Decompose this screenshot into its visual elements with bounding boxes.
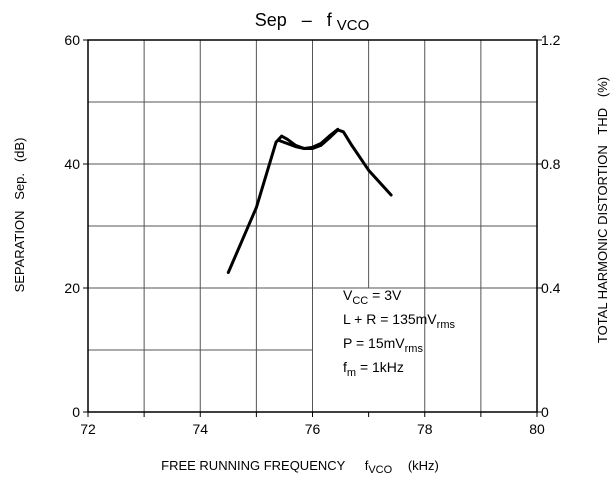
y-right-tick-label: 0 [541, 404, 549, 420]
y-right-tick-label: 0.8 [541, 156, 561, 172]
x-tick-label: 74 [192, 421, 208, 437]
annotation: VCC = 3V L + R = 135mVrms P = 15mVrms fm… [343, 287, 455, 379]
x-tick-label: 76 [305, 421, 321, 437]
chart-title-main: Sep [255, 10, 287, 30]
y-right-tick-labels: 0 0.4 0.8 1.2 [541, 32, 561, 420]
y-left-axis-label: SEPARATION Sep. (dB) [12, 138, 27, 293]
y-left-tick-label: 20 [64, 280, 80, 296]
y-left-tick-labels: 0 20 40 60 [64, 32, 80, 420]
series-line-1 [226, 128, 393, 274]
annotation-p: P = 15mVrms [343, 335, 423, 355]
chart-title: Sep – f VCO [255, 10, 370, 34]
annotation-fm: fm = 1kHz [343, 359, 404, 379]
chart-title-sub: VCO [337, 17, 370, 34]
x-tick-labels: 72 74 76 78 80 [80, 421, 545, 437]
x-tick-label: 72 [80, 421, 96, 437]
y-right-tick-label: 1.2 [541, 32, 561, 48]
series-line-2 [277, 127, 340, 150]
series-layer [226, 127, 393, 274]
annotation-lr: L + R = 135mVrms [343, 311, 455, 331]
y-left-tick-label: 0 [72, 404, 80, 420]
x-axis-label: FREE RUNNING FREQUENCY fVCO (kHz) [161, 458, 439, 476]
x-tick-label: 80 [529, 421, 545, 437]
chart-title-dash: – [302, 10, 312, 30]
x-tick-label: 78 [417, 421, 433, 437]
grid [83, 39, 542, 417]
annotation-vcc: VCC = 3V [343, 287, 402, 307]
y-right-axis-label: TOTAL HARMONIC DISTORTION THD (%) [595, 77, 610, 343]
y-right-tick-label: 0.4 [541, 280, 561, 296]
y-left-tick-label: 60 [64, 32, 80, 48]
y-left-tick-label: 40 [64, 156, 80, 172]
chart-title-f: f [327, 10, 333, 30]
